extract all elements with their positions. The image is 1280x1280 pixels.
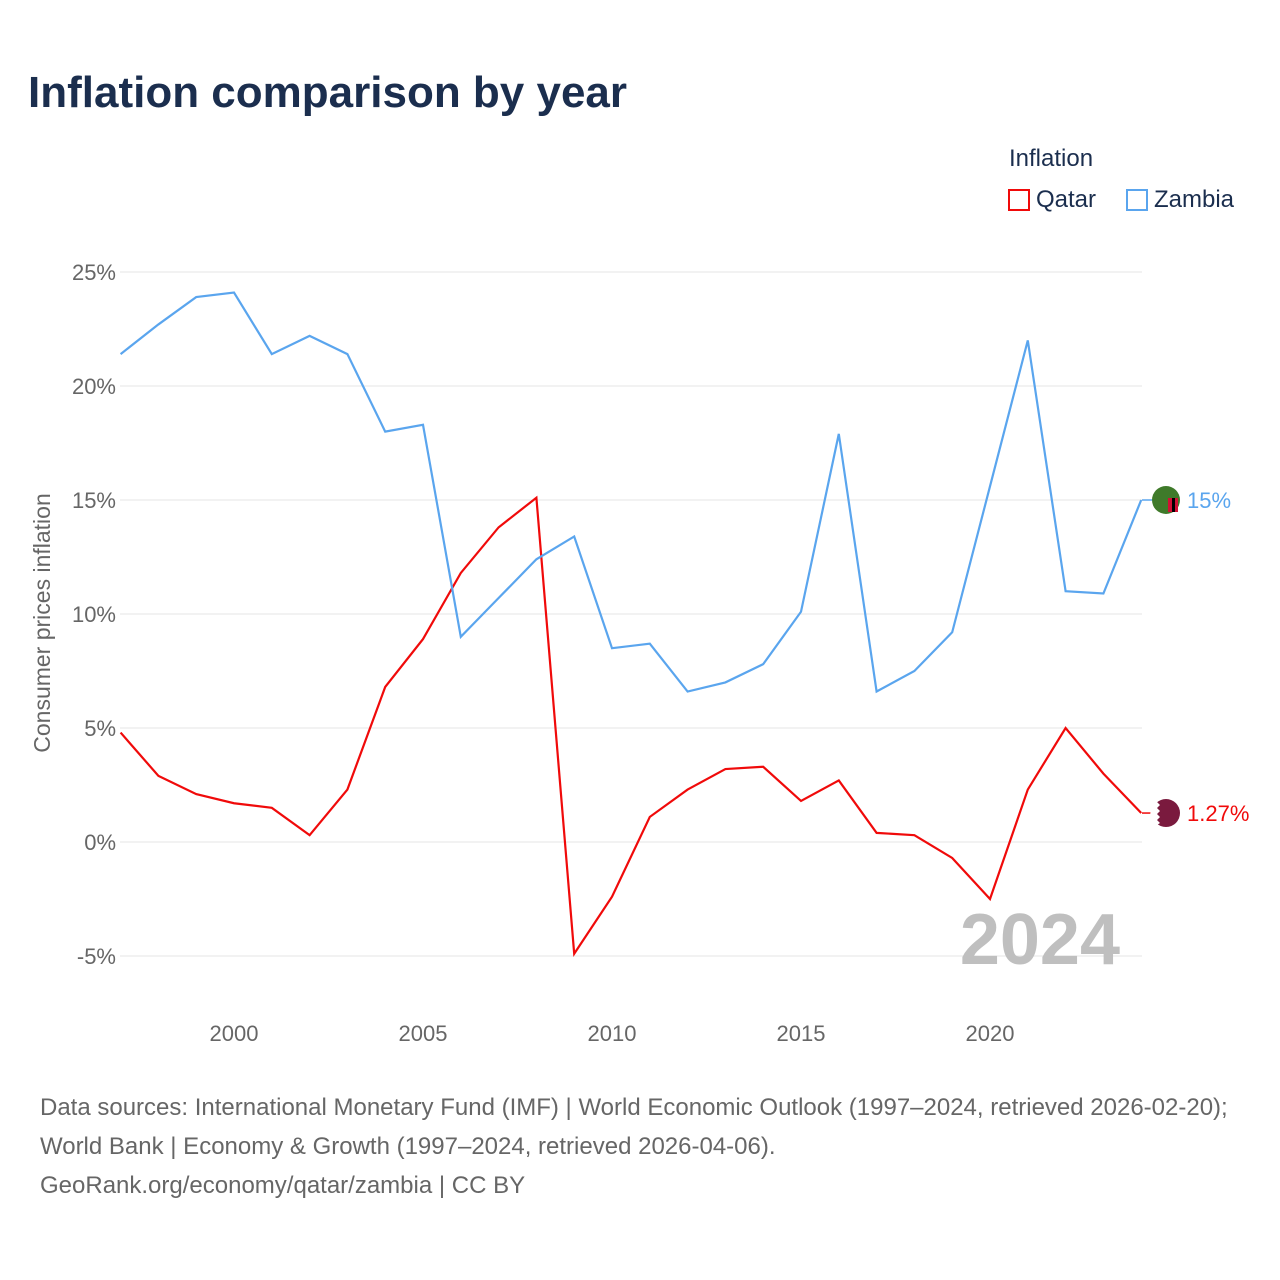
y-tick-label: 0%	[84, 830, 116, 855]
source-line-1: Data sources: International Monetary Fun…	[40, 1094, 1228, 1160]
source-line-2: GeoRank.org/economy/qatar/zambia | CC BY	[40, 1172, 526, 1199]
y-tick-label: -5%	[77, 944, 116, 969]
year-watermark: 2024	[960, 900, 1120, 980]
x-tick-label: 2005	[399, 1021, 448, 1046]
flag-serration	[1149, 799, 1160, 826]
legend-label: Qatar	[1036, 186, 1097, 213]
y-tick-label: 10%	[72, 602, 116, 627]
legend-label: Zambia	[1154, 186, 1235, 213]
flag-stripe	[1172, 498, 1175, 512]
series-line-qatar	[119, 495, 1142, 957]
legend-title: Inflation	[1009, 145, 1094, 172]
y-tick-label: 15%	[72, 488, 116, 513]
y-axis-title: Consumer prices inflation	[29, 493, 55, 753]
x-tick-label: 2010	[588, 1021, 637, 1046]
source-note: Data sources: International Monetary Fun…	[40, 1088, 1250, 1205]
x-tick-label: 2020	[966, 1021, 1015, 1046]
y-tick-label: 20%	[72, 374, 116, 399]
y-tick-label: 25%	[72, 260, 116, 285]
x-tick-label: 2015	[777, 1021, 826, 1046]
chart-title: Inflation comparison by year	[28, 68, 628, 117]
legend-item-qatar[interactable]: Qatar	[1008, 186, 1096, 214]
end-value-label: 1.27%	[1187, 801, 1249, 826]
y-tick-label: 5%	[84, 716, 116, 741]
series-line-zambia	[119, 291, 1143, 694]
legend-swatch	[1008, 189, 1030, 211]
end-value-label: 15%	[1187, 488, 1231, 513]
legend-item-zambia[interactable]: Zambia	[1126, 186, 1234, 214]
legend-swatch	[1126, 189, 1148, 211]
x-tick-label: 2000	[210, 1021, 259, 1046]
